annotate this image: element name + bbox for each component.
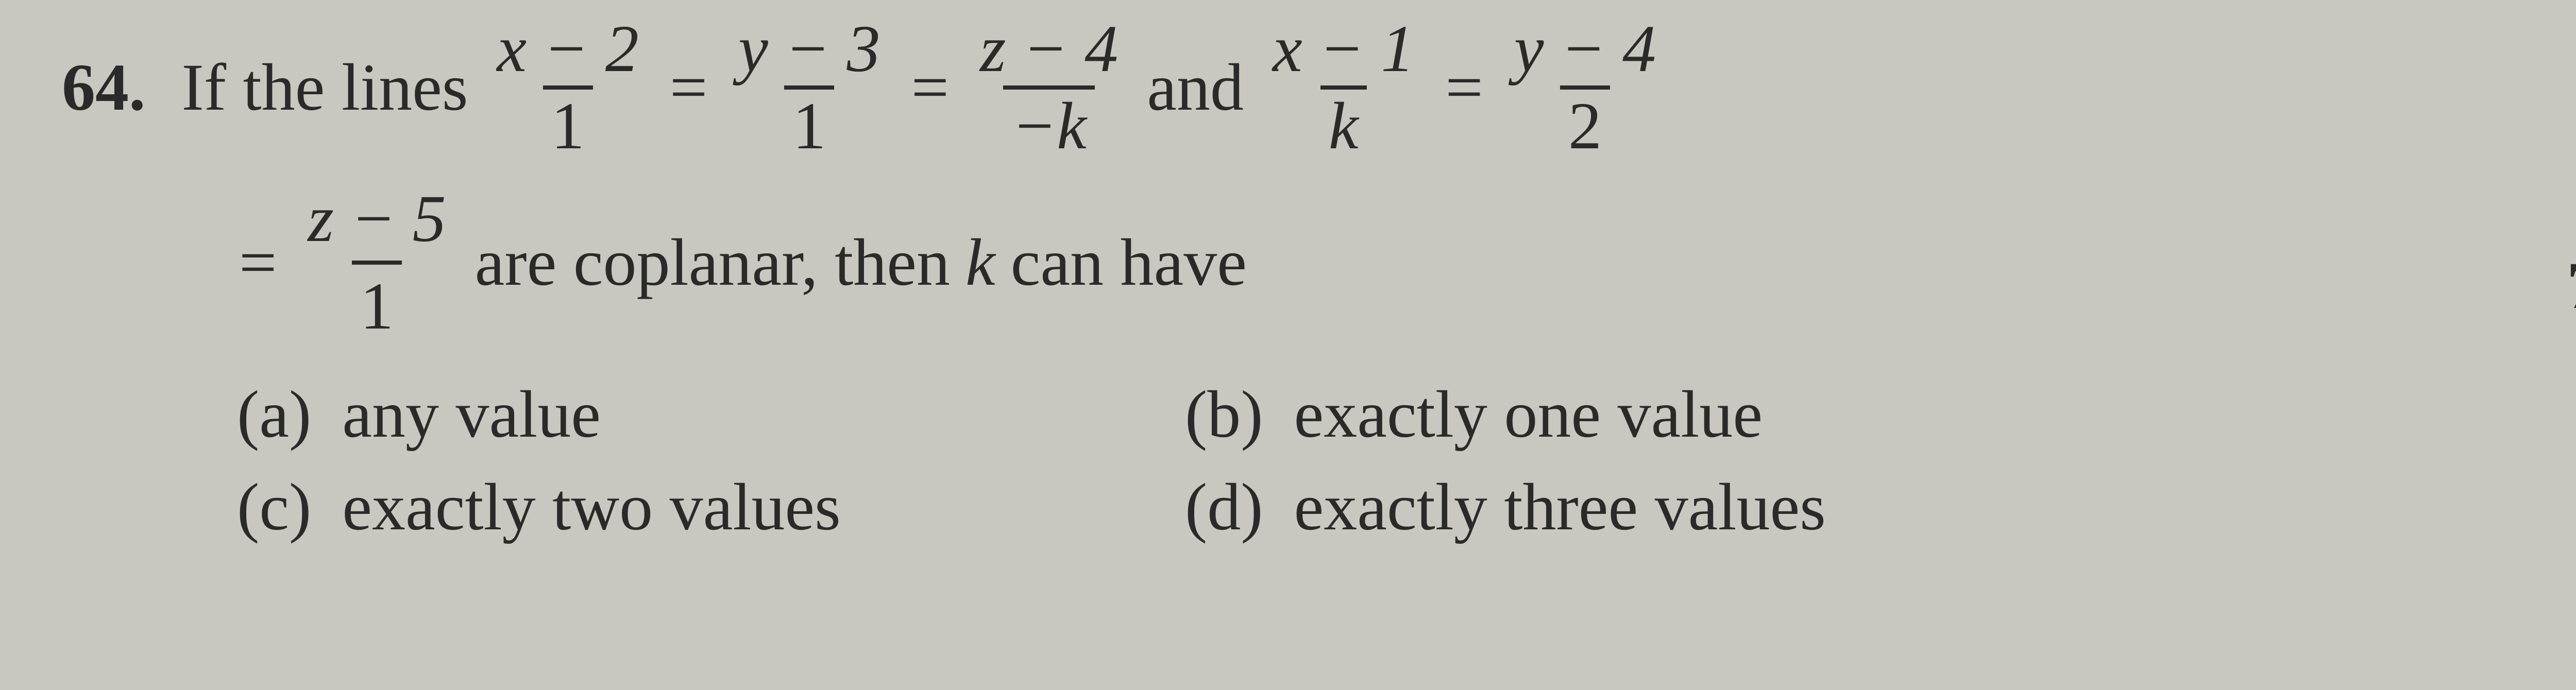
frac1-den: 1 [543, 85, 593, 160]
frac6-den: 1 [352, 261, 402, 345]
option-a-label: (a) [237, 376, 311, 453]
option-a-text: any value [342, 376, 601, 453]
frac5-num: y − 4 [1506, 15, 1664, 85]
options-row-2: (c) exactly two values (d) exactly three… [237, 469, 2576, 546]
option-d: (d) exactly three values [1185, 469, 1826, 546]
frac2-den: 1 [784, 85, 834, 160]
question-line-2: = z − 5 1 are coplanar, then k can have [237, 180, 2576, 345]
question-line-1: 64. If the lines x − 2 1 = y − 3 1 = z −… [62, 15, 2576, 160]
frac3-num: z − 4 [972, 15, 1126, 85]
frac4-den: k [1320, 85, 1367, 160]
fraction-1: x − 2 1 [488, 15, 647, 160]
tail-text-1: are coplanar, then [475, 224, 950, 301]
and-text: and [1147, 54, 1244, 121]
options-block: (a) any value (b) exactly one value (c) … [237, 376, 2576, 546]
frac1-num: x − 2 [488, 15, 647, 85]
options-row-1: (a) any value (b) exactly one value [237, 376, 2576, 453]
equals-3: = [1443, 54, 1485, 121]
fraction-4: x − 1 k [1264, 15, 1422, 160]
fraction-6: z − 5 1 [299, 180, 454, 345]
option-d-text: exactly three values [1294, 469, 1826, 546]
option-c: (c) exactly two values [237, 469, 958, 546]
option-c-label: (c) [237, 469, 311, 546]
frac2-num: y − 3 [730, 15, 888, 85]
margin-number-74: 74. [2567, 247, 2576, 324]
equals-4: = [237, 224, 279, 301]
frac4-num: x − 1 [1264, 15, 1422, 85]
tail-text-2: can have [1011, 224, 1247, 301]
option-c-text: exactly two values [342, 469, 840, 546]
k-variable: k [965, 224, 995, 301]
fraction-5: y − 4 2 [1506, 15, 1664, 160]
frac6-num: z − 5 [299, 180, 454, 261]
option-b: (b) exactly one value [1185, 376, 1762, 453]
question-number: 64. [62, 54, 146, 121]
fraction-3: z − 4 −k [972, 15, 1126, 160]
option-a: (a) any value [237, 376, 958, 453]
option-b-text: exactly one value [1294, 376, 1763, 453]
equals-2: = [909, 54, 951, 121]
fraction-2: y − 3 1 [730, 15, 888, 160]
lead-text: If the lines [182, 54, 468, 121]
equals-1: = [668, 54, 709, 121]
frac5-den: 2 [1560, 85, 1610, 160]
option-b-label: (b) [1185, 376, 1263, 453]
frac3-den: −k [1003, 85, 1094, 160]
option-d-label: (d) [1185, 469, 1263, 546]
